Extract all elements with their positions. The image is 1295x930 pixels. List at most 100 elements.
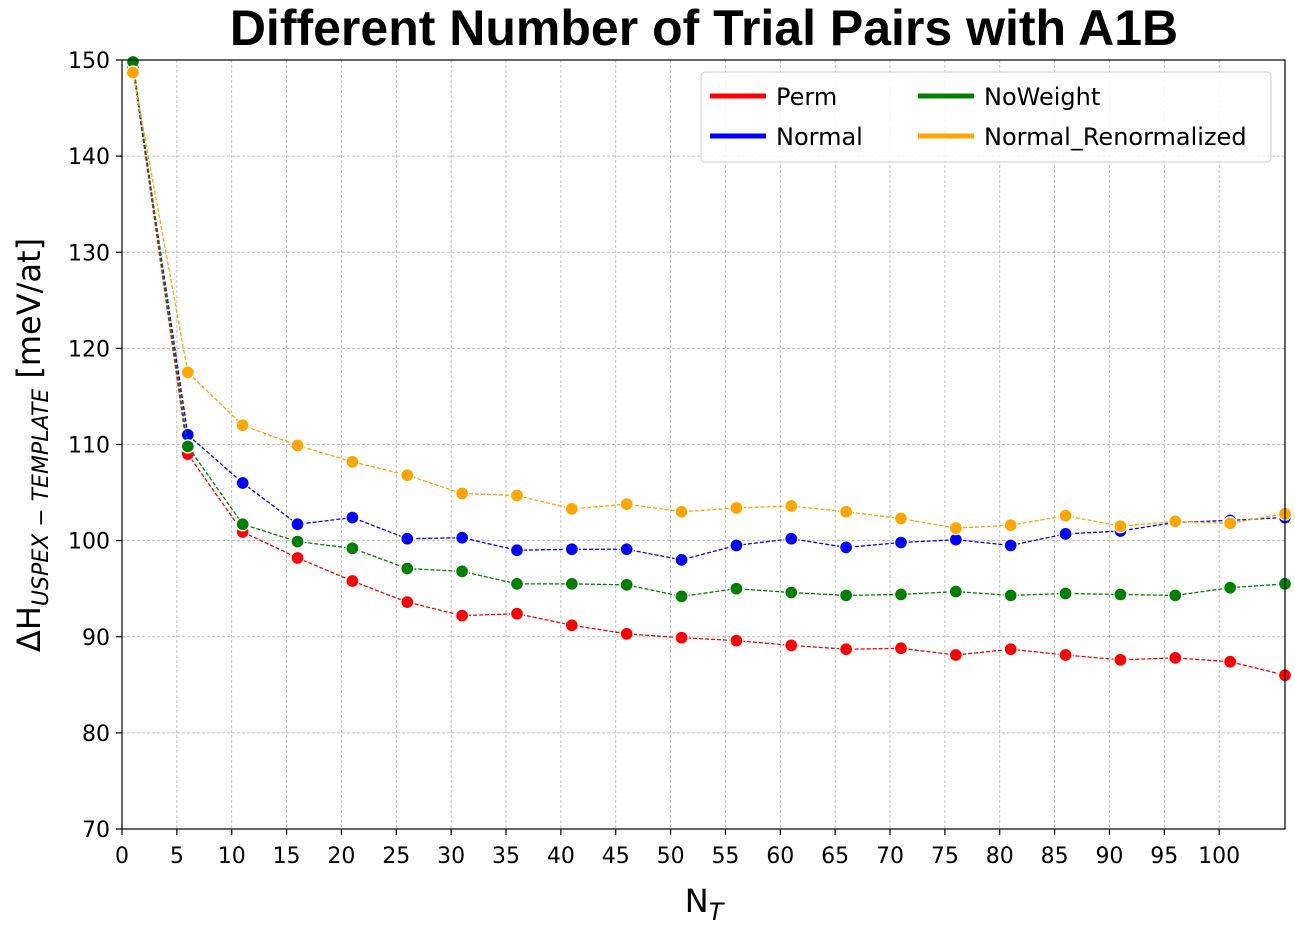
data-point <box>729 500 744 516</box>
data-point <box>235 475 250 491</box>
data-point <box>948 584 963 599</box>
data-point <box>290 517 305 532</box>
data-point <box>838 504 854 519</box>
data-point <box>1058 647 1073 663</box>
series-line <box>132 67 1286 561</box>
data-point <box>345 541 360 556</box>
data-point <box>454 608 470 623</box>
y-tick-label: 130 <box>68 241 110 266</box>
y-tick-label: 70 <box>82 818 110 843</box>
data-point <box>345 454 360 469</box>
x-tick-label: 65 <box>821 844 849 869</box>
data-point <box>509 576 525 592</box>
data-point <box>893 535 909 550</box>
data-point <box>564 618 579 633</box>
data-point <box>1113 587 1128 602</box>
y-axis-label: ΔHUSPEX − TEMPLATE [meV/at] <box>10 238 54 652</box>
data-point <box>125 65 141 80</box>
y-tick-label: 120 <box>68 337 110 362</box>
data-point <box>180 365 195 380</box>
data-point <box>948 520 963 536</box>
data-point <box>838 540 854 555</box>
data-point <box>1003 538 1018 553</box>
y-axis-label-main: ΔH <box>10 606 48 652</box>
data-point <box>400 468 415 483</box>
data-point <box>619 577 634 592</box>
data-point <box>400 594 415 610</box>
data-point <box>1168 514 1183 529</box>
x-tick-label: 55 <box>711 844 739 869</box>
y-tick-label: 100 <box>68 530 110 555</box>
series-line <box>132 72 1286 529</box>
data-point <box>400 561 415 576</box>
data-point <box>564 501 579 517</box>
x-tick-label: 90 <box>1095 844 1123 869</box>
legend-box <box>700 71 1272 163</box>
data-point <box>1003 642 1018 657</box>
x-tick-label: 20 <box>327 844 355 869</box>
data-point <box>674 589 689 604</box>
x-tick-label: 85 <box>1041 844 1069 869</box>
x-tick-label: 60 <box>766 844 794 869</box>
data-point <box>1058 508 1073 523</box>
data-point <box>235 517 250 532</box>
data-point <box>1222 580 1238 595</box>
x-tick-label: 75 <box>931 844 959 869</box>
chart-title: Different Number of Trial Pairs with A1B <box>230 0 1178 56</box>
data-point <box>838 588 854 603</box>
data-point <box>893 641 909 656</box>
x-tick-label: 5 <box>170 844 184 869</box>
data-point <box>729 581 744 596</box>
x-tick-label: 0 <box>115 844 129 869</box>
y-tick-label: 80 <box>82 722 110 747</box>
y-tick-label: 90 <box>82 626 110 651</box>
data-point <box>454 486 470 501</box>
data-point <box>674 552 689 567</box>
data-point <box>619 542 634 557</box>
data-point <box>1058 586 1073 601</box>
data-point <box>564 576 579 592</box>
data-point <box>893 587 909 602</box>
data-point <box>290 534 305 549</box>
legend-label: NoWeight <box>984 83 1100 111</box>
y-tick-label: 140 <box>68 145 110 170</box>
data-point <box>509 543 525 558</box>
data-point <box>1168 588 1183 603</box>
legend-label: Normal <box>776 123 863 151</box>
x-tick-label: 45 <box>602 844 630 869</box>
data-point <box>400 531 415 546</box>
data-point <box>564 542 579 557</box>
x-tick-label: 40 <box>547 844 575 869</box>
data-point <box>235 418 250 433</box>
data-point <box>180 439 195 454</box>
data-point <box>454 564 470 579</box>
x-axis-label-sub: T <box>709 898 726 926</box>
data-point <box>729 633 744 648</box>
data-point <box>345 510 360 525</box>
series-normal-renormalized <box>125 65 1293 536</box>
data-point <box>509 488 525 503</box>
y-tick-label: 150 <box>68 49 110 74</box>
x-tick-label: 35 <box>492 844 520 869</box>
legend-label: Perm <box>776 83 837 111</box>
data-point <box>290 550 305 566</box>
data-point <box>1168 650 1183 666</box>
x-tick-label: 30 <box>437 844 465 869</box>
x-tick-label: 80 <box>986 844 1014 869</box>
data-point <box>1222 654 1238 669</box>
x-tick-label: 10 <box>218 844 246 869</box>
data-point <box>784 638 799 653</box>
series-line <box>132 67 1286 676</box>
x-tick-label: 25 <box>382 844 410 869</box>
y-tick-label: 110 <box>68 434 110 459</box>
x-tick-label: 50 <box>657 844 685 869</box>
x-axis-label: NT <box>685 882 726 926</box>
x-tick-label: 100 <box>1198 844 1240 869</box>
data-point <box>1222 516 1238 531</box>
data-point <box>345 573 360 589</box>
series-layer <box>125 54 1293 683</box>
x-axis-label-main: N <box>685 882 709 920</box>
data-point <box>1113 519 1128 534</box>
data-point <box>1003 518 1018 533</box>
